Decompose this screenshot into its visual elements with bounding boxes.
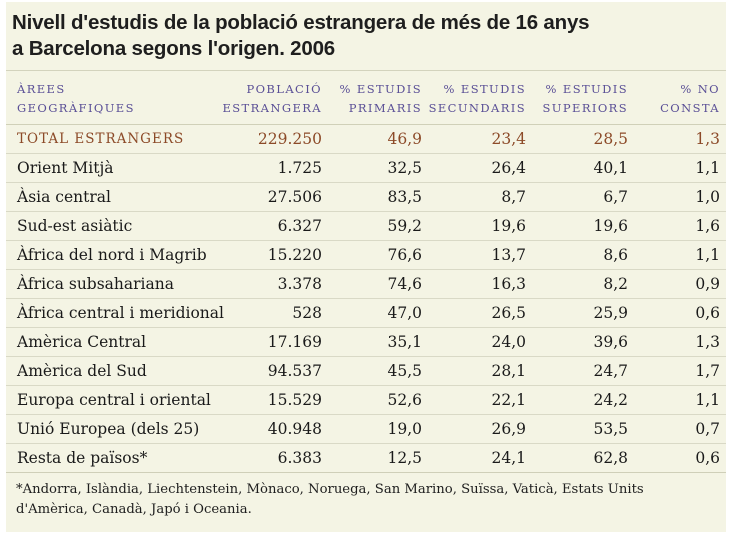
- table-row: Amèrica del Sud 94.537 45,5 28,1 24,7 1,…: [6, 356, 726, 386]
- cell-population: 40.948: [218, 414, 328, 444]
- cell-primary: 46,9: [328, 124, 428, 154]
- table-title: Nivell d'estudis de la població estrange…: [12, 10, 712, 62]
- header-not-stated: % NO CONSTA: [660, 82, 720, 115]
- cell-population: 94.537: [218, 356, 328, 386]
- cell-primary: 35,1: [328, 327, 428, 357]
- cell-area: Amèrica Central: [6, 327, 218, 357]
- table-row: Àfrica del nord i Magrib 15.220 76,6 13,…: [6, 240, 726, 270]
- table-row: Sud-est asiàtic 6.327 59,2 19,6 19,6 1,6: [6, 211, 726, 241]
- cell-area: Resta de països*: [6, 443, 218, 473]
- cell-higher: 62,8: [532, 443, 634, 473]
- cell-population: 15.220: [218, 240, 328, 270]
- cell-secondary: 22,1: [428, 385, 532, 415]
- cell-population: 27.506: [218, 182, 328, 212]
- table-row: Àfrica central i meridional 528 47,0 26,…: [6, 298, 726, 328]
- cell-secondary: 8,7: [428, 182, 532, 212]
- cell-higher: 24,7: [532, 356, 634, 386]
- cell-not-stated: 1,3: [634, 327, 726, 357]
- cell-population: 3.378: [218, 269, 328, 299]
- cell-area: Amèrica del Sud: [6, 356, 218, 386]
- footnote: *Andorra, Islàndia, Liechtenstein, Mònac…: [16, 480, 716, 520]
- cell-primary: 32,5: [328, 153, 428, 183]
- cell-higher: 8,6: [532, 240, 634, 270]
- header-secondary: % ESTUDIS SECUNDARIS: [428, 82, 526, 115]
- cell-population: 15.529: [218, 385, 328, 415]
- title-line-1: Nivell d'estudis de la població estrange…: [12, 11, 590, 34]
- cell-not-stated: 0,6: [634, 298, 726, 328]
- cell-population: 6.327: [218, 211, 328, 241]
- cell-secondary: 24,0: [428, 327, 532, 357]
- cell-secondary: 24,1: [428, 443, 532, 473]
- cell-not-stated: 0,7: [634, 414, 726, 444]
- cell-population: 6.383: [218, 443, 328, 473]
- cell-not-stated: 1,1: [634, 240, 726, 270]
- cell-primary: 47,0: [328, 298, 428, 328]
- cell-primary: 76,6: [328, 240, 428, 270]
- table-row: Resta de països* 6.383 12,5 24,1 62,8 0,…: [6, 443, 726, 473]
- cell-area: Sud-est asiàtic: [6, 211, 218, 241]
- education-table: ÀREES GEOGRÀFIQUES POBLACIÓ ESTRANGERA %…: [6, 76, 726, 473]
- footnote-line-1: *Andorra, Islàndia, Liechtenstein, Mònac…: [16, 482, 644, 497]
- total-row: TOTAL ESTRANGERS 229.250 46,9 23,4 28,5 …: [6, 124, 726, 154]
- cell-higher: 28,5: [532, 124, 634, 154]
- cell-not-stated: 1,3: [634, 124, 726, 154]
- table-row: Unió Europea (dels 25) 40.948 19,0 26,9 …: [6, 414, 726, 444]
- cell-primary: 59,2: [328, 211, 428, 241]
- header-higher: % ESTUDIS SUPERIORS: [542, 82, 628, 115]
- cell-primary: 45,5: [328, 356, 428, 386]
- cell-area: TOTAL ESTRANGERS: [6, 124, 218, 154]
- cell-primary: 74,6: [328, 269, 428, 299]
- cell-secondary: 16,3: [428, 269, 532, 299]
- table-row: Europa central i oriental 15.529 52,6 22…: [6, 385, 726, 415]
- cell-not-stated: 0,6: [634, 443, 726, 473]
- cell-population: 1.725: [218, 153, 328, 183]
- cell-higher: 24,2: [532, 385, 634, 415]
- cell-not-stated: 1,1: [634, 385, 726, 415]
- cell-area: Àfrica central i meridional: [6, 298, 224, 328]
- cell-secondary: 26,9: [428, 414, 532, 444]
- cell-higher: 19,6: [532, 211, 634, 241]
- title-line-2: a Barcelona segons l'origen. 2006: [12, 37, 335, 60]
- cell-higher: 25,9: [532, 298, 634, 328]
- cell-not-stated: 1,6: [634, 211, 726, 241]
- header-population: POBLACIÓ ESTRANGERA: [222, 82, 322, 115]
- cell-secondary: 23,4: [428, 124, 532, 154]
- cell-secondary: 26,4: [428, 153, 532, 183]
- cell-secondary: 13,7: [428, 240, 532, 270]
- cell-higher: 6,7: [532, 182, 634, 212]
- cell-secondary: 19,6: [428, 211, 532, 241]
- table-row: Amèrica Central 17.169 35,1 24,0 39,6 1,…: [6, 327, 726, 357]
- cell-population: 229.250: [218, 124, 328, 154]
- cell-secondary: 26,5: [428, 298, 532, 328]
- cell-secondary: 28,1: [428, 356, 532, 386]
- cell-not-stated: 1,0: [634, 182, 726, 212]
- cell-population: 528: [218, 298, 328, 328]
- cell-area: Àfrica subsahariana: [6, 269, 218, 299]
- table-row: Àfrica subsahariana 3.378 74,6 16,3 8,2 …: [6, 269, 726, 299]
- cell-not-stated: 1,1: [634, 153, 726, 183]
- cell-primary: 83,5: [328, 182, 428, 212]
- header-primary: % ESTUDIS PRIMARIS: [339, 82, 422, 115]
- cell-area: Orient Mitjà: [6, 153, 218, 183]
- table-row: Orient Mitjà 1.725 32,5 26,4 40,1 1,1: [6, 153, 726, 183]
- cell-primary: 52,6: [328, 385, 428, 415]
- footnote-line-2: d'Amèrica, Canadà, Japó i Oceania.: [16, 502, 252, 517]
- cell-population: 17.169: [218, 327, 328, 357]
- header-areas: ÀREES GEOGRÀFIQUES: [17, 82, 135, 115]
- cell-higher: 39,6: [532, 327, 634, 357]
- cell-area: Àsia central: [6, 182, 218, 212]
- cell-area: Unió Europea (dels 25): [6, 414, 218, 444]
- cell-higher: 40,1: [532, 153, 634, 183]
- cell-primary: 19,0: [328, 414, 428, 444]
- cell-not-stated: 1,7: [634, 356, 726, 386]
- header-row: ÀREES GEOGRÀFIQUES POBLACIÓ ESTRANGERA %…: [6, 76, 726, 125]
- title-divider: [6, 70, 726, 71]
- cell-higher: 53,5: [532, 414, 634, 444]
- cell-area: Europa central i oriental: [6, 385, 218, 415]
- cell-higher: 8,2: [532, 269, 634, 299]
- table-row: Àsia central 27.506 83,5 8,7 6,7 1,0: [6, 182, 726, 212]
- cell-area: Àfrica del nord i Magrib: [6, 240, 218, 270]
- cell-primary: 12,5: [328, 443, 428, 473]
- cell-not-stated: 0,9: [634, 269, 726, 299]
